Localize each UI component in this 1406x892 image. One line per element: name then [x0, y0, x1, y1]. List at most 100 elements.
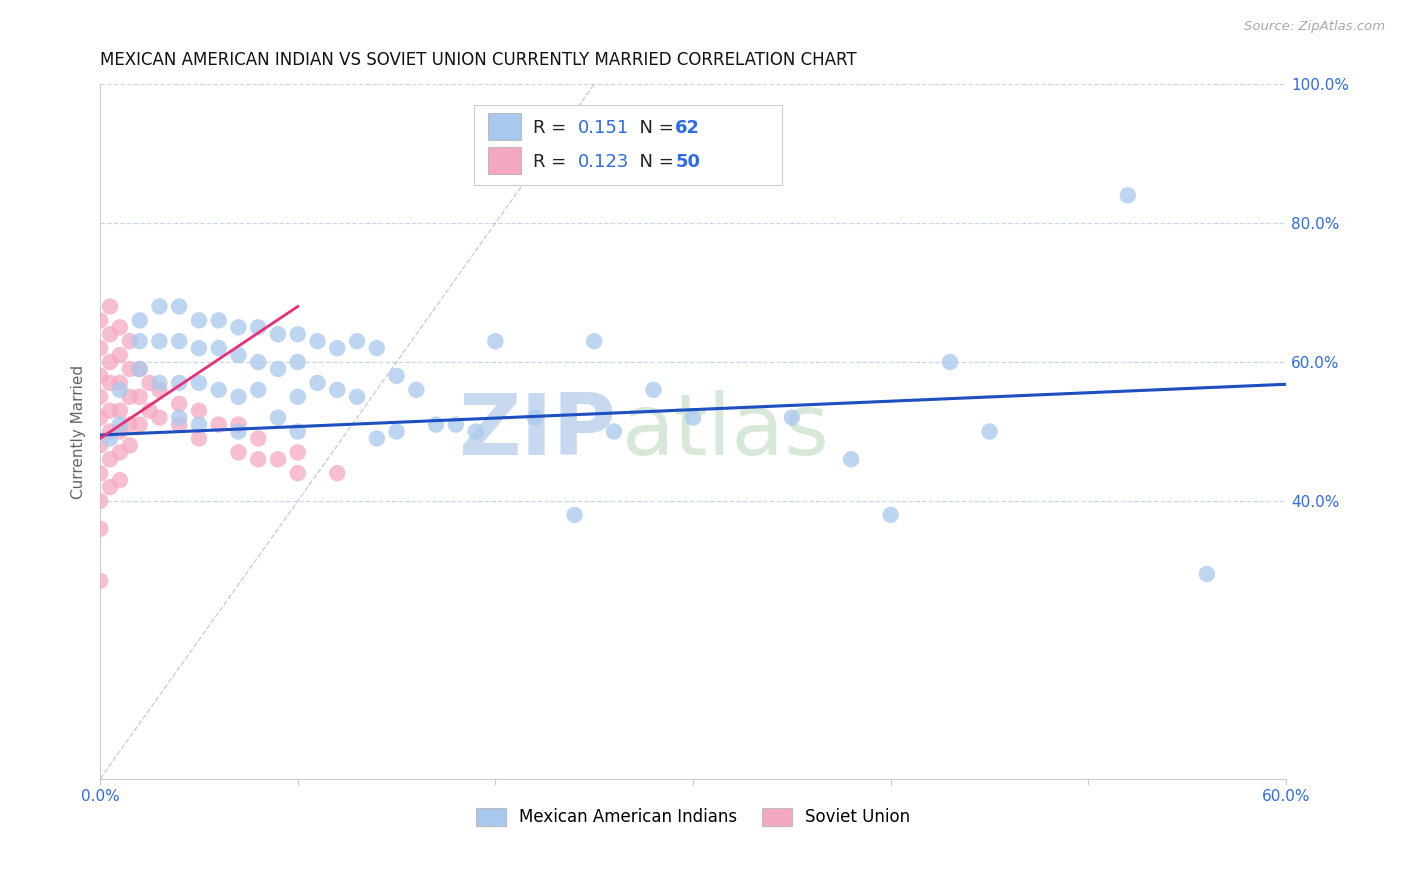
Point — [118, 438, 141, 452]
Point — [287, 327, 309, 342]
Y-axis label: Currently Married: Currently Married — [72, 365, 86, 499]
Point — [118, 417, 141, 432]
Point — [98, 327, 121, 342]
Point — [444, 417, 467, 432]
Point — [108, 320, 131, 334]
Point — [187, 432, 209, 446]
Point — [128, 362, 150, 376]
Point — [138, 376, 160, 390]
Point — [89, 522, 111, 536]
Text: N =: N = — [628, 119, 679, 136]
Point — [98, 376, 121, 390]
Point — [583, 334, 606, 349]
Point — [228, 320, 250, 334]
Point — [247, 383, 270, 397]
Point — [228, 445, 250, 459]
Point — [89, 494, 111, 508]
Text: atlas: atlas — [621, 390, 830, 473]
Point — [287, 425, 309, 439]
Point — [267, 327, 290, 342]
Point — [682, 410, 704, 425]
Point — [208, 313, 231, 327]
Point — [118, 362, 141, 376]
Point — [98, 403, 121, 417]
Point — [208, 417, 231, 432]
Point — [108, 445, 131, 459]
Point — [98, 300, 121, 314]
Point — [346, 390, 368, 404]
Point — [187, 403, 209, 417]
Point — [98, 432, 121, 446]
Point — [98, 355, 121, 369]
Point — [228, 425, 250, 439]
Point — [108, 348, 131, 362]
Point — [366, 432, 388, 446]
Point — [128, 362, 150, 376]
Point — [167, 300, 190, 314]
Point — [523, 410, 546, 425]
Point — [267, 410, 290, 425]
Point — [108, 376, 131, 390]
Point — [603, 425, 626, 439]
Point — [148, 383, 170, 397]
Point — [1195, 566, 1218, 581]
Point — [167, 334, 190, 349]
Point — [326, 467, 349, 481]
Point — [425, 417, 447, 432]
Point — [464, 425, 486, 439]
Text: R =: R = — [533, 119, 572, 136]
Text: ZIP: ZIP — [458, 390, 616, 473]
Point — [118, 390, 141, 404]
Point — [780, 410, 803, 425]
Point — [118, 334, 141, 349]
Text: 0.151: 0.151 — [578, 119, 630, 136]
Point — [108, 425, 131, 439]
Point — [89, 467, 111, 481]
Point — [98, 425, 121, 439]
Point — [108, 473, 131, 487]
Point — [979, 425, 1001, 439]
Point — [247, 320, 270, 334]
Point — [247, 432, 270, 446]
Point — [187, 313, 209, 327]
Point — [385, 368, 408, 383]
Point — [326, 341, 349, 355]
Point — [89, 341, 111, 355]
Point — [267, 362, 290, 376]
Point — [267, 452, 290, 467]
Point — [108, 383, 131, 397]
Point — [108, 403, 131, 417]
Point — [839, 452, 862, 467]
Point — [326, 383, 349, 397]
Point — [484, 334, 506, 349]
Text: Source: ZipAtlas.com: Source: ZipAtlas.com — [1244, 20, 1385, 33]
Point — [228, 390, 250, 404]
Bar — [488, 147, 522, 174]
Point — [187, 417, 209, 432]
Point — [939, 355, 962, 369]
Point — [89, 390, 111, 404]
Point — [643, 383, 665, 397]
Point — [307, 334, 329, 349]
Point — [89, 368, 111, 383]
Point — [128, 390, 150, 404]
Text: 50: 50 — [675, 153, 700, 171]
Point — [89, 313, 111, 327]
Point — [287, 467, 309, 481]
Point — [167, 417, 190, 432]
Point — [208, 341, 231, 355]
Point — [167, 376, 190, 390]
Point — [307, 376, 329, 390]
Point — [98, 452, 121, 467]
Point — [247, 452, 270, 467]
Point — [1116, 188, 1139, 202]
Text: N =: N = — [628, 153, 679, 171]
Point — [385, 425, 408, 439]
FancyBboxPatch shape — [474, 105, 782, 185]
Point — [167, 410, 190, 425]
Point — [148, 334, 170, 349]
Point — [187, 376, 209, 390]
Point — [128, 334, 150, 349]
Bar — [488, 113, 522, 140]
Point — [366, 341, 388, 355]
